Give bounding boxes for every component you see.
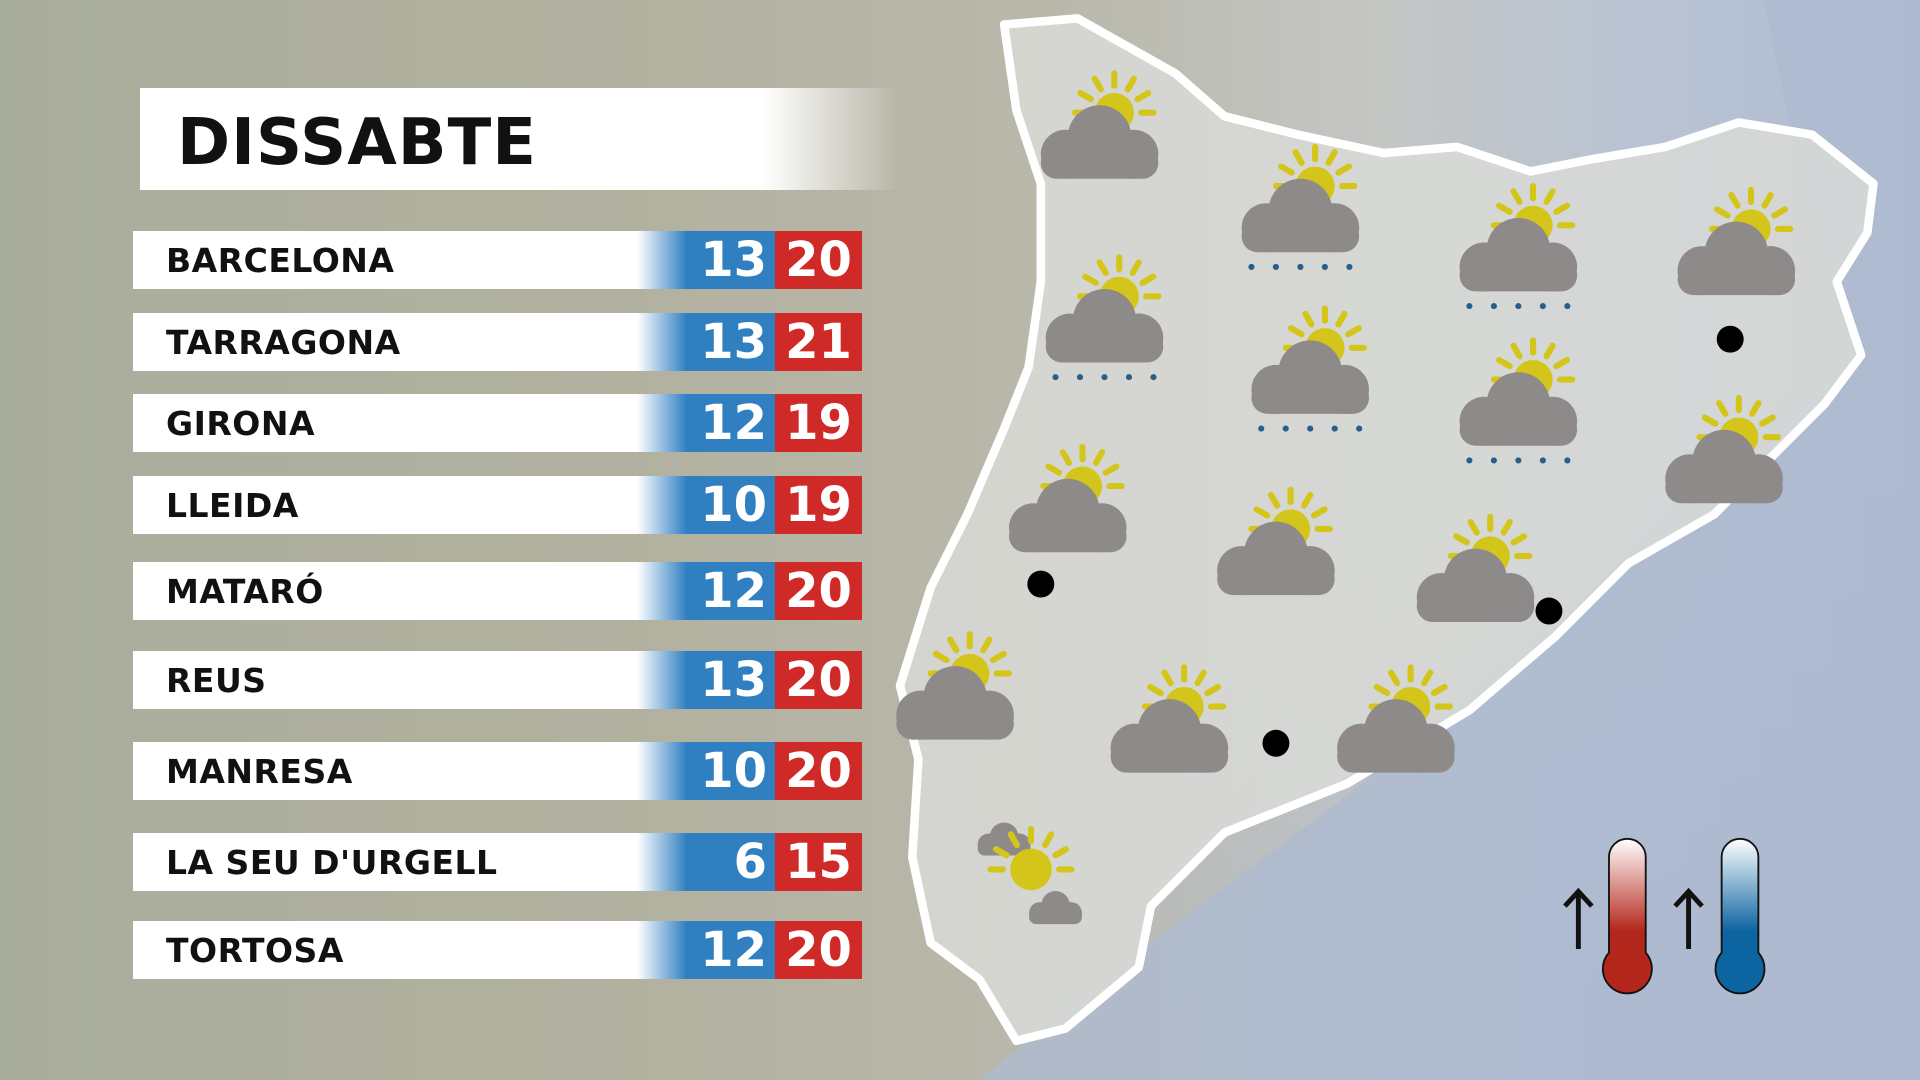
gradient [637, 921, 687, 979]
city-marker [1535, 597, 1563, 625]
gradient [637, 231, 687, 289]
partly-cloudy-icon [1040, 70, 1159, 179]
min-temp: 6 [687, 833, 775, 891]
cloud-rain-icon [1459, 337, 1578, 464]
thermometer-max-icon [1601, 837, 1653, 995]
max-temp: 15 [775, 833, 862, 891]
city-row: MATARÓ 12 20 [133, 562, 862, 620]
city-row: LLEIDA 10 19 [133, 476, 862, 534]
city-name: LLEIDA [166, 486, 299, 525]
city-row: BARCELONA 13 20 [133, 231, 862, 289]
day-title: DISSABTE [177, 106, 537, 180]
max-temp: 20 [775, 231, 862, 289]
min-temp: 12 [687, 921, 775, 979]
gradient [637, 394, 687, 452]
min-temp: 13 [687, 651, 775, 709]
city-name: TORTOSA [166, 931, 344, 970]
city-name: BARCELONA [166, 241, 395, 280]
arrow-up-icon [1673, 887, 1704, 949]
gradient [637, 476, 687, 534]
min-temp: 12 [687, 394, 775, 452]
max-temp: 19 [775, 476, 862, 534]
arrow-up-icon [1563, 887, 1594, 949]
gradient [637, 833, 687, 891]
thermometer-min-icon [1714, 837, 1766, 995]
city-row: REUS 13 20 [133, 651, 862, 709]
city-name: REUS [166, 661, 267, 700]
min-temp: 10 [687, 476, 775, 534]
partly-cloudy-icon [1008, 443, 1127, 553]
min-temp: 13 [687, 231, 775, 289]
max-temp: 19 [775, 394, 862, 452]
city-row: GIRONA 12 19 [133, 394, 862, 452]
gradient [637, 562, 687, 620]
partly-cloudy-icon [1110, 664, 1229, 773]
max-temp: 20 [775, 921, 862, 979]
cloud-rain-icon [1045, 254, 1164, 381]
min-temp: 10 [687, 742, 775, 800]
catalonia-region [895, 14, 1878, 1046]
city-name: LA SEU D'URGELL [166, 843, 498, 882]
gradient [637, 313, 687, 371]
city-name: MANRESA [166, 752, 353, 791]
legend [1563, 837, 1766, 995]
cloud-rain-icon [1251, 305, 1369, 432]
city-name: TARRAGONA [166, 323, 401, 362]
day-title-banner: DISSABTE [140, 88, 900, 190]
max-temp: 21 [775, 313, 862, 371]
min-temp: 12 [687, 562, 775, 620]
city-name: GIRONA [166, 404, 315, 443]
max-temp: 20 [775, 562, 862, 620]
city-row: TORTOSA 12 20 [133, 921, 862, 979]
max-temp: 20 [775, 651, 862, 709]
cloud-rain-icon [1459, 183, 1578, 310]
sun-clouds-icon [977, 822, 1082, 925]
partly-cloudy-icon [896, 631, 1014, 740]
city-row: LA SEU D'URGELL 6 15 [133, 833, 862, 891]
max-temp: 20 [775, 742, 862, 800]
gradient [637, 742, 687, 800]
city-row: TARRAGONA 13 21 [133, 313, 862, 371]
partly-cloudy-icon [1677, 186, 1796, 296]
city-row: MANRESA 10 20 [133, 742, 862, 800]
cloud-rain-icon [1241, 143, 1360, 270]
min-temp: 13 [687, 313, 775, 371]
gradient [637, 651, 687, 709]
city-marker [1716, 325, 1744, 353]
partly-cloudy-icon [1337, 664, 1455, 773]
partly-cloudy-icon [1416, 513, 1535, 623]
city-marker [1262, 729, 1290, 757]
city-name: MATARÓ [166, 572, 324, 611]
partly-cloudy-icon [1665, 394, 1783, 504]
partly-cloudy-icon [1217, 486, 1335, 596]
city-marker [1027, 570, 1055, 598]
